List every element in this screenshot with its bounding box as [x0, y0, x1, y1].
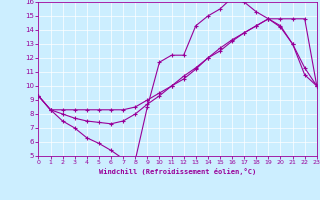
X-axis label: Windchill (Refroidissement éolien,°C): Windchill (Refroidissement éolien,°C): [99, 168, 256, 175]
